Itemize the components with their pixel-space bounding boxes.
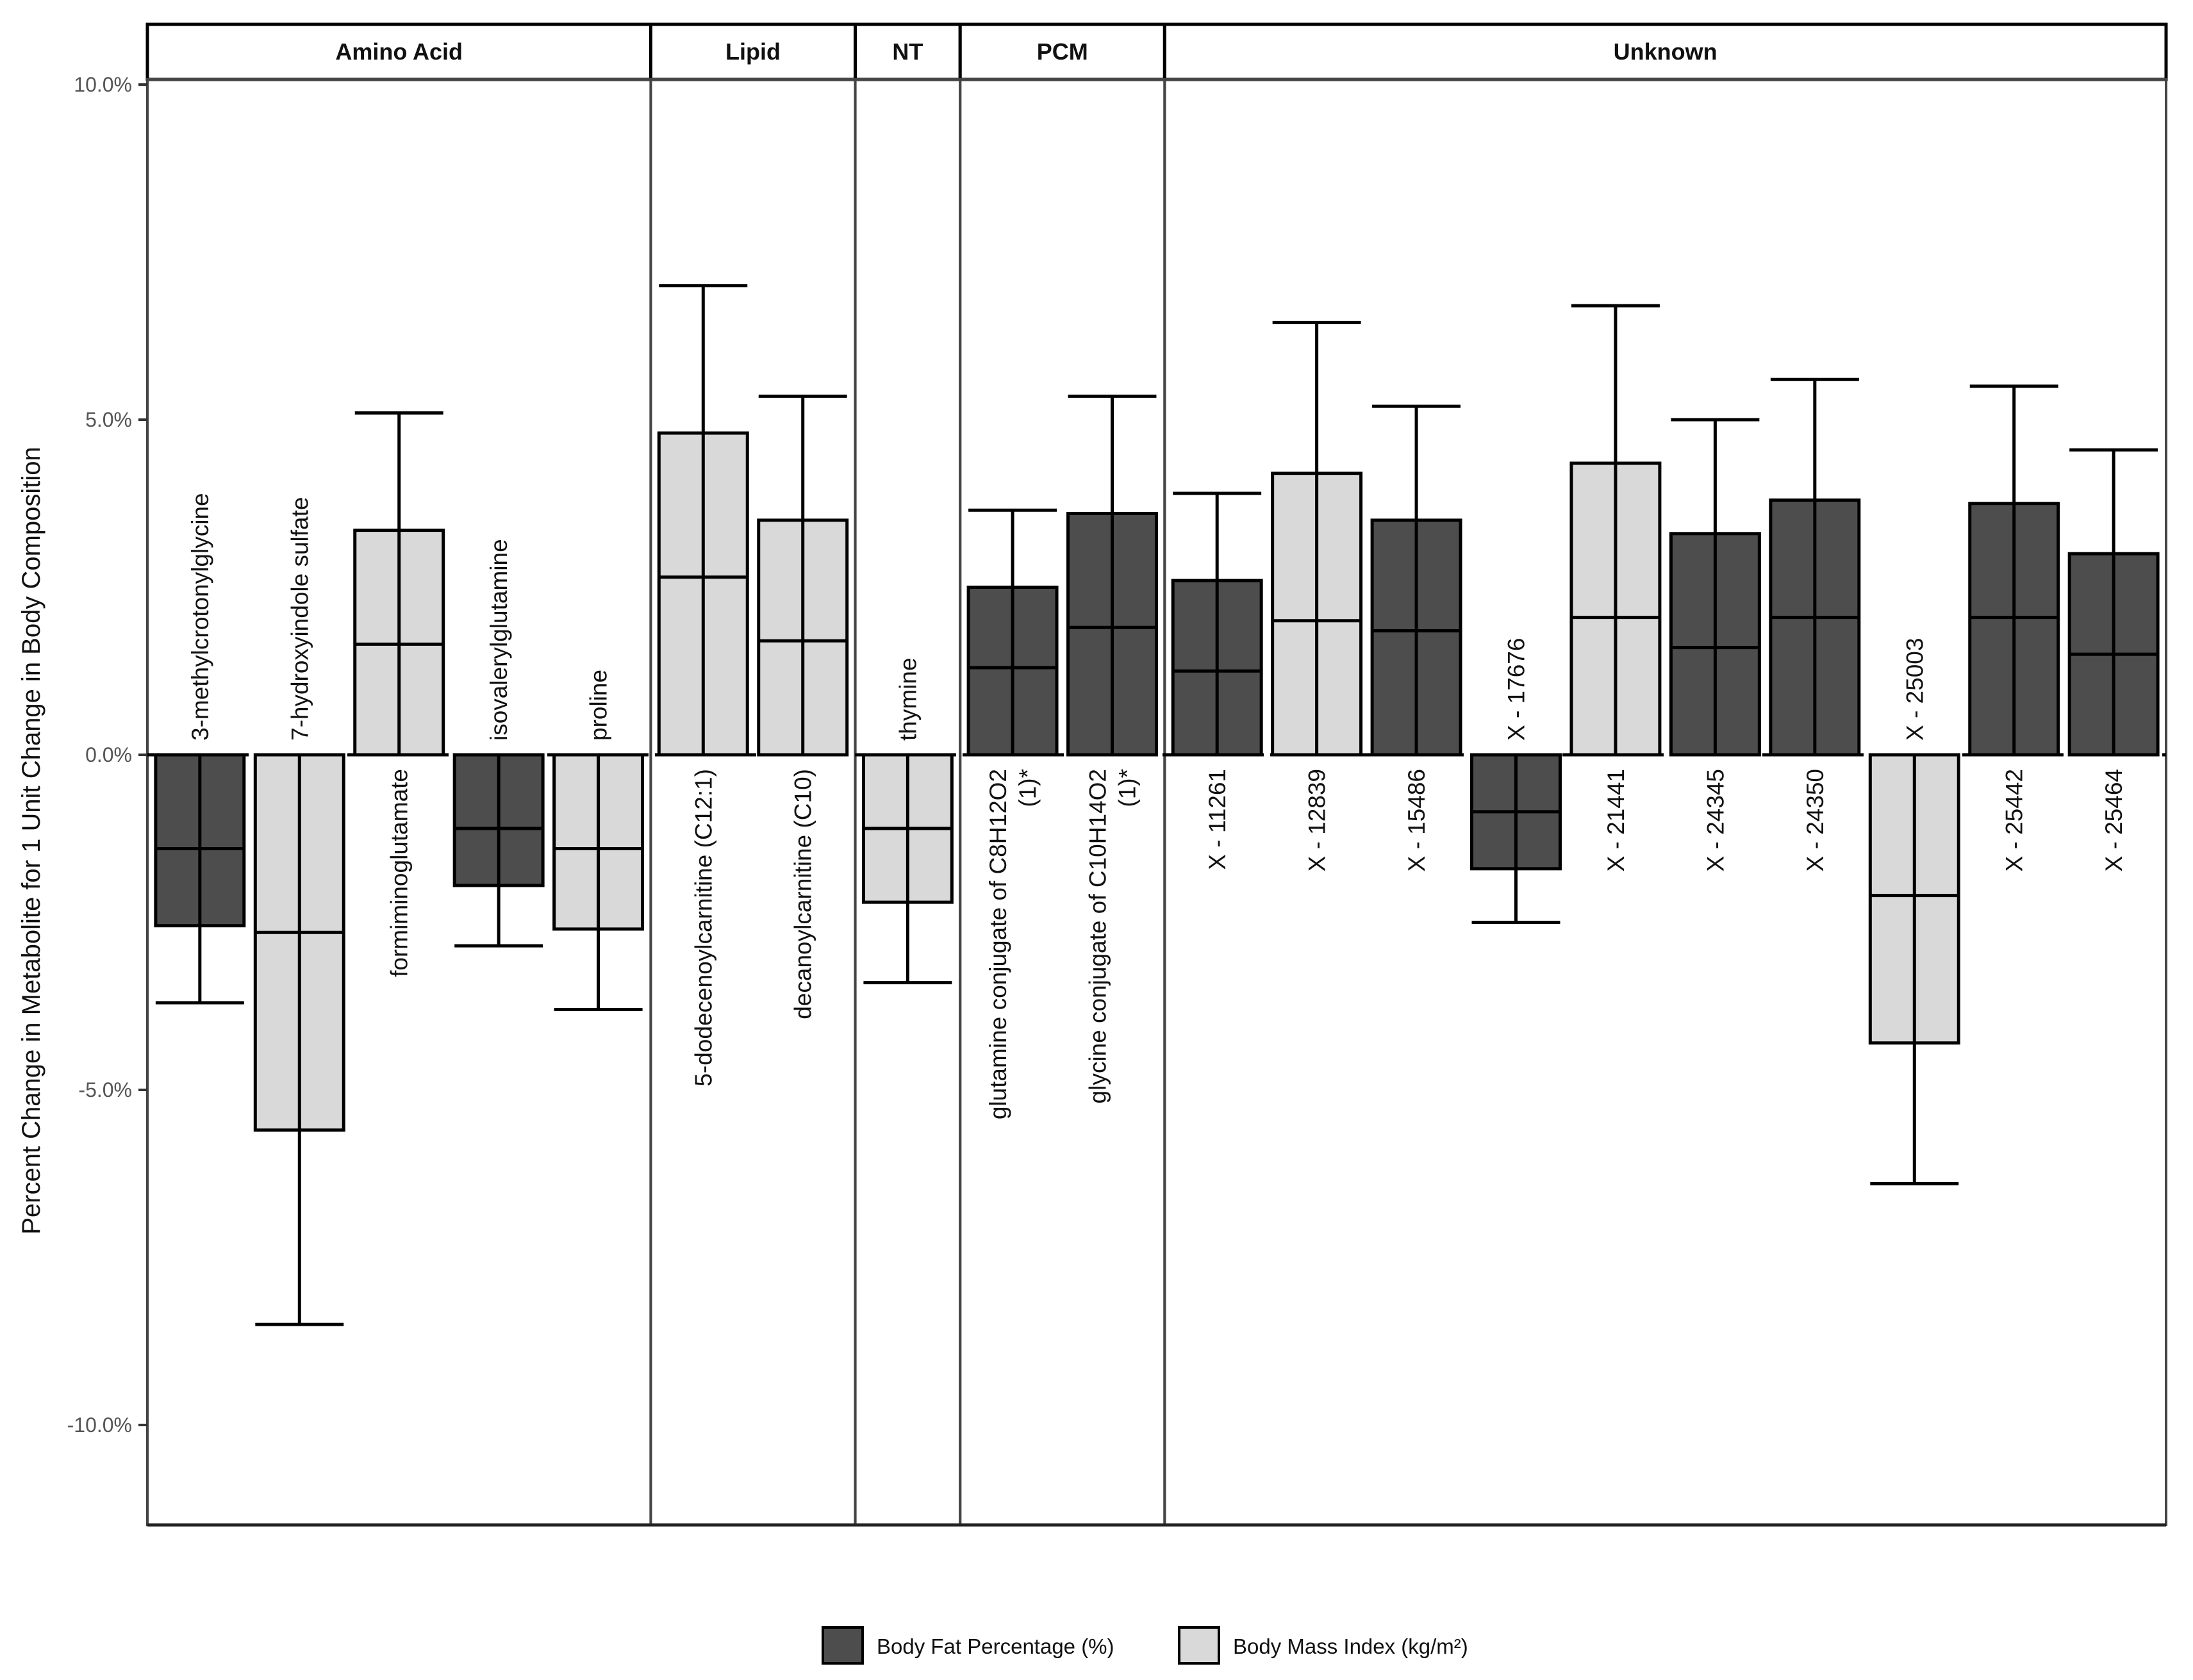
facet-strip xyxy=(649,22,857,81)
bar-category-label-line: (1)* xyxy=(1114,769,1141,807)
y-axis-title: Percent Change in Metabolite for 1 Unit … xyxy=(17,447,46,1235)
bar-category-label-line: glutamine conjugate of C8H12O2 xyxy=(985,769,1011,1119)
facet-strip-label: PCM xyxy=(1037,38,1088,65)
bar-category-label-line: X - 11261 xyxy=(1204,769,1230,870)
bar-category-label: X - 24350 xyxy=(1802,769,1828,871)
bar-category-label: glycine conjugate of C10H14O2 (1)* xyxy=(1085,769,1141,1103)
bar-category-label-line: glycine conjugate of C10H14O2 xyxy=(1085,769,1111,1103)
facet-strip-label: Amino Acid xyxy=(335,38,463,65)
bar-category-label: proline xyxy=(586,670,612,741)
bar-category-label: X - 11261 xyxy=(1204,769,1230,870)
bar-category-label: X - 17676 xyxy=(1503,638,1530,741)
bar-category-label-line: proline xyxy=(586,670,612,741)
bar-category-label-line: 7-hydroxyindole sulfate xyxy=(286,497,313,741)
bar-category-label: 7-hydroxyindole sulfate xyxy=(286,497,313,741)
bar-category-label-line: X - 21441 xyxy=(1603,769,1629,871)
bar-category-label-line: decanoylcarnitine (C10) xyxy=(790,769,816,1019)
y-axis: 10.0% 5.0% 0.0% -5.0% -10.0% Percent Change i… xyxy=(17,73,147,1437)
bar-category-label-line: (1)* xyxy=(1014,769,1041,807)
bar-category-label: X - 21441 xyxy=(1603,769,1629,871)
bar-category-label: glutamine conjugate of C8H12O2 (1)* xyxy=(985,769,1041,1119)
facet-strip xyxy=(854,22,962,81)
legend-label: Body Fat Percentage (%) xyxy=(877,1635,1114,1658)
bar-category-label-line: isovalerylglutamine xyxy=(486,539,512,741)
bar-category-label-line: thymine xyxy=(895,657,921,741)
facet-strip-label: Unknown xyxy=(1614,38,1717,65)
bar-category-label: 5-dodecenoylcarnitine (C12:1) xyxy=(690,769,716,1087)
bar-category-label: formiminoglutamate xyxy=(386,769,413,977)
bar-category-label: X - 25442 xyxy=(2001,769,2028,871)
bar-category-label-line: X - 12839 xyxy=(1304,769,1330,871)
legend-swatch xyxy=(822,1626,864,1665)
bar-category-label: X - 12839 xyxy=(1304,769,1330,871)
legend-swatch xyxy=(1178,1626,1220,1665)
bar-category-label: X - 25464 xyxy=(2101,769,2127,871)
bar-category-label: isovalerylglutamine xyxy=(486,539,512,741)
facet-strip-label: Lipid xyxy=(725,38,781,65)
bar-category-label-line: X - 24345 xyxy=(1702,769,1728,871)
bar-category-label-line: 3-methylcrotonylglycine xyxy=(187,493,213,741)
bar-category-label-line: X - 15486 xyxy=(1403,769,1430,871)
facet-panels xyxy=(146,78,2167,1527)
y-tick-label: 10.0% xyxy=(74,73,132,96)
bar-category-label-line: X - 25442 xyxy=(2001,769,2028,871)
facet-strip-label: NT xyxy=(892,38,923,65)
bar-category-label: 3-methylcrotonylglycine xyxy=(187,493,213,741)
bars-layer xyxy=(154,284,2160,1326)
bar-category-label-line: X - 24350 xyxy=(1802,769,1828,871)
bar-category-label: X - 15486 xyxy=(1403,769,1430,871)
bar-category-label-line: X - 25003 xyxy=(1901,638,1928,741)
legend: Body Fat Percentage (%) Body Mass Index (… xyxy=(822,1626,1468,1665)
y-tick-label: 5.0% xyxy=(85,408,132,431)
facet-strip xyxy=(145,22,652,81)
bar-category-label: thymine xyxy=(895,657,921,741)
y-tick-label: -5.0% xyxy=(78,1078,132,1101)
y-tick-label: -10.0% xyxy=(67,1413,132,1437)
bar-category-label-line: X - 17676 xyxy=(1503,638,1530,741)
bar-category-label-line: X - 25464 xyxy=(2101,769,2127,871)
bar-category-label: X - 25003 xyxy=(1901,638,1928,741)
legend-label: Body Mass Index (kg/m²) xyxy=(1233,1635,1468,1658)
y-tick-label: 0.0% xyxy=(85,743,132,766)
bar-labels-layer: 3-methylcrotonylglycine 7-hydroxyindole s… xyxy=(187,493,2127,1119)
bar-category-label: decanoylcarnitine (C10) xyxy=(790,769,816,1019)
bar-category-label-line: formiminoglutamate xyxy=(386,769,413,977)
bar-category-label-line: 5-dodecenoylcarnitine (C12:1) xyxy=(690,769,716,1087)
facet-strips: Amino Acid Lipid NT PCM Unknown xyxy=(145,22,2168,81)
bar-category-label: X - 24345 xyxy=(1702,769,1728,871)
